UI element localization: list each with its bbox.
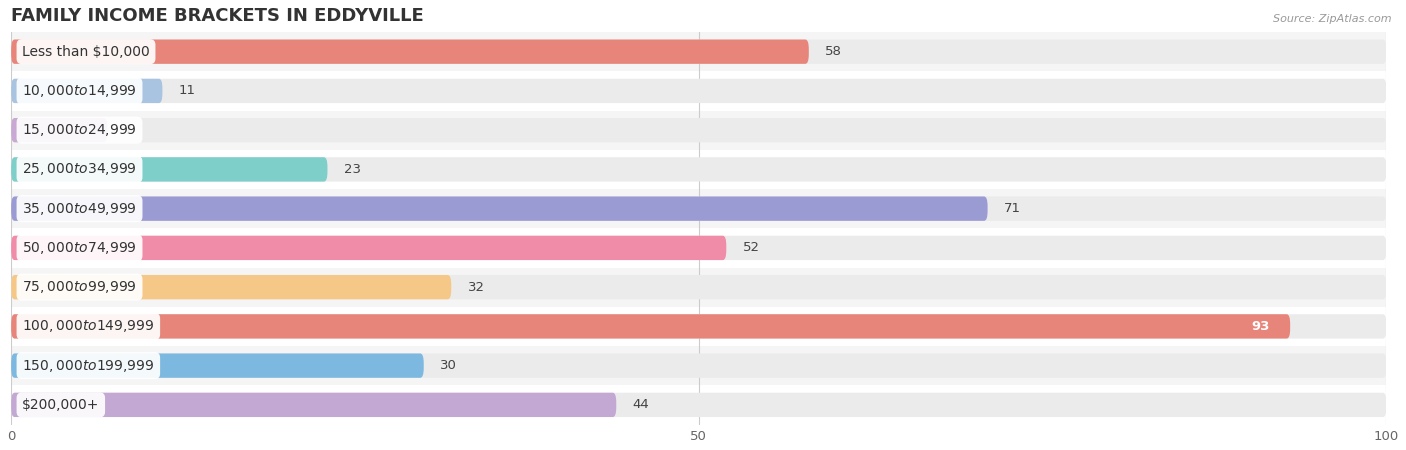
Text: $35,000 to $49,999: $35,000 to $49,999 [22, 201, 136, 216]
FancyBboxPatch shape [11, 118, 1386, 142]
Bar [11, 346, 1386, 385]
Text: $150,000 to $199,999: $150,000 to $199,999 [22, 358, 155, 373]
FancyBboxPatch shape [11, 353, 1386, 378]
Text: $75,000 to $99,999: $75,000 to $99,999 [22, 279, 136, 295]
Bar [11, 307, 1386, 346]
FancyBboxPatch shape [11, 197, 1386, 221]
FancyBboxPatch shape [11, 197, 987, 221]
FancyBboxPatch shape [11, 314, 1386, 338]
Text: 7: 7 [124, 124, 132, 137]
FancyBboxPatch shape [11, 393, 1386, 417]
Text: 71: 71 [1004, 202, 1021, 215]
Bar [11, 32, 1386, 71]
FancyBboxPatch shape [11, 40, 808, 64]
Text: Less than $10,000: Less than $10,000 [22, 45, 150, 58]
FancyBboxPatch shape [11, 275, 451, 299]
FancyBboxPatch shape [11, 314, 1291, 338]
Bar [11, 150, 1386, 189]
Bar [11, 111, 1386, 150]
Text: 11: 11 [179, 85, 195, 97]
FancyBboxPatch shape [11, 236, 1386, 260]
FancyBboxPatch shape [11, 353, 423, 378]
Text: 32: 32 [468, 281, 485, 294]
Text: 93: 93 [1251, 320, 1270, 333]
Text: $15,000 to $24,999: $15,000 to $24,999 [22, 122, 136, 138]
Text: $25,000 to $34,999: $25,000 to $34,999 [22, 162, 136, 177]
FancyBboxPatch shape [11, 393, 616, 417]
FancyBboxPatch shape [11, 236, 727, 260]
Text: 44: 44 [633, 398, 650, 411]
FancyBboxPatch shape [11, 157, 328, 182]
Text: FAMILY INCOME BRACKETS IN EDDYVILLE: FAMILY INCOME BRACKETS IN EDDYVILLE [11, 7, 423, 25]
Bar [11, 267, 1386, 307]
FancyBboxPatch shape [11, 157, 1386, 182]
FancyBboxPatch shape [11, 79, 1386, 103]
Text: $100,000 to $149,999: $100,000 to $149,999 [22, 319, 155, 334]
FancyBboxPatch shape [11, 118, 107, 142]
FancyBboxPatch shape [11, 275, 1386, 299]
Text: $10,000 to $14,999: $10,000 to $14,999 [22, 83, 136, 99]
Bar [11, 228, 1386, 267]
Text: 58: 58 [825, 45, 842, 58]
FancyBboxPatch shape [11, 40, 1386, 64]
Bar [11, 385, 1386, 424]
Text: Source: ZipAtlas.com: Source: ZipAtlas.com [1274, 14, 1392, 23]
Text: 52: 52 [742, 241, 759, 254]
FancyBboxPatch shape [11, 79, 163, 103]
Bar [11, 189, 1386, 228]
Text: 30: 30 [440, 359, 457, 372]
Text: 23: 23 [344, 163, 361, 176]
Text: $50,000 to $74,999: $50,000 to $74,999 [22, 240, 136, 256]
Text: $200,000+: $200,000+ [22, 398, 100, 412]
Bar [11, 71, 1386, 111]
